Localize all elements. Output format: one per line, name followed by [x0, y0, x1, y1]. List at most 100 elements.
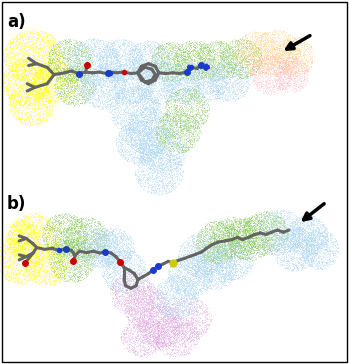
Point: [74, 246, 80, 252]
Point: [71, 221, 77, 227]
Point: [11, 70, 16, 76]
Point: [211, 226, 216, 232]
Point: [35, 237, 41, 242]
Point: [77, 68, 82, 74]
Point: [149, 184, 154, 190]
Point: [40, 248, 45, 254]
Point: [84, 254, 89, 260]
Point: [245, 260, 250, 266]
Point: [299, 246, 305, 252]
Point: [83, 239, 88, 245]
Point: [216, 84, 221, 90]
Point: [105, 39, 111, 45]
Point: [50, 59, 55, 64]
Point: [131, 320, 137, 326]
Point: [198, 89, 203, 95]
Point: [202, 245, 208, 251]
Point: [119, 139, 124, 145]
Point: [19, 49, 24, 55]
Point: [129, 247, 135, 253]
Point: [234, 52, 239, 58]
Point: [244, 221, 250, 227]
Point: [98, 59, 104, 65]
Point: [144, 333, 149, 339]
Point: [241, 64, 247, 70]
Point: [138, 142, 143, 148]
Point: [200, 257, 206, 263]
Point: [0, 269, 3, 274]
Point: [95, 230, 100, 236]
Point: [153, 81, 158, 87]
Point: [28, 244, 34, 250]
Point: [173, 278, 179, 284]
Point: [15, 51, 21, 57]
Point: [162, 284, 167, 289]
Point: [37, 250, 42, 256]
Point: [193, 80, 199, 86]
Point: [11, 86, 16, 92]
Point: [174, 144, 180, 150]
Point: [218, 73, 224, 79]
Point: [31, 83, 37, 89]
Point: [259, 62, 264, 68]
Point: [152, 106, 157, 112]
Point: [176, 303, 182, 309]
Point: [1, 263, 7, 269]
Point: [109, 229, 115, 235]
Point: [10, 38, 16, 44]
Point: [265, 235, 270, 241]
Point: [204, 108, 209, 114]
Point: [143, 64, 149, 70]
Point: [105, 81, 110, 87]
Point: [208, 261, 214, 266]
Point: [46, 217, 52, 223]
Point: [224, 233, 230, 239]
Point: [51, 250, 56, 256]
Point: [7, 40, 13, 46]
Point: [124, 252, 129, 258]
Point: [315, 262, 320, 268]
Point: [66, 89, 72, 95]
Point: [128, 305, 134, 310]
Point: [35, 248, 40, 254]
Point: [46, 87, 51, 93]
Point: [17, 114, 23, 120]
Point: [239, 39, 244, 45]
Point: [219, 79, 224, 85]
Point: [31, 210, 37, 216]
Point: [118, 81, 123, 87]
Point: [84, 240, 90, 245]
Point: [121, 154, 127, 160]
Point: [138, 325, 143, 331]
Point: [174, 321, 179, 327]
Point: [227, 76, 232, 82]
Point: [232, 217, 238, 223]
Point: [223, 265, 229, 271]
Point: [230, 224, 236, 230]
Point: [263, 234, 269, 240]
Point: [166, 58, 172, 64]
Point: [21, 230, 27, 236]
Point: [235, 81, 241, 87]
Point: [47, 103, 52, 108]
Point: [111, 117, 116, 123]
Point: [131, 57, 136, 63]
Point: [178, 177, 184, 183]
Point: [20, 58, 25, 64]
Point: [11, 65, 16, 71]
Point: [244, 222, 250, 228]
Point: [239, 43, 245, 49]
Point: [86, 230, 91, 236]
Point: [154, 304, 159, 310]
Point: [205, 63, 210, 68]
Point: [135, 337, 141, 343]
Point: [192, 44, 197, 50]
Point: [169, 316, 175, 321]
Point: [135, 49, 141, 55]
Point: [45, 43, 51, 48]
Point: [43, 70, 49, 75]
Point: [88, 78, 94, 84]
Point: [62, 214, 68, 219]
Point: [259, 79, 264, 85]
Point: [44, 93, 50, 99]
